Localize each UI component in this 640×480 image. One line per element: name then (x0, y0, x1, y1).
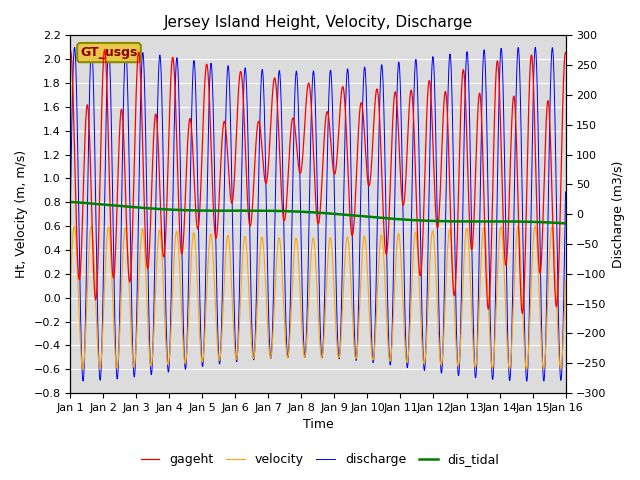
Y-axis label: Discharge (m3/s): Discharge (m3/s) (612, 160, 625, 268)
Title: Jersey Island Height, Velocity, Discharge: Jersey Island Height, Velocity, Discharg… (163, 15, 472, 30)
Text: GT_usgs: GT_usgs (80, 46, 138, 59)
Y-axis label: Ht, Velocity (m, m/s): Ht, Velocity (m, m/s) (15, 150, 28, 278)
Legend: gageht, velocity, discharge, dis_tidal: gageht, velocity, discharge, dis_tidal (136, 448, 504, 471)
X-axis label: Time: Time (303, 419, 333, 432)
